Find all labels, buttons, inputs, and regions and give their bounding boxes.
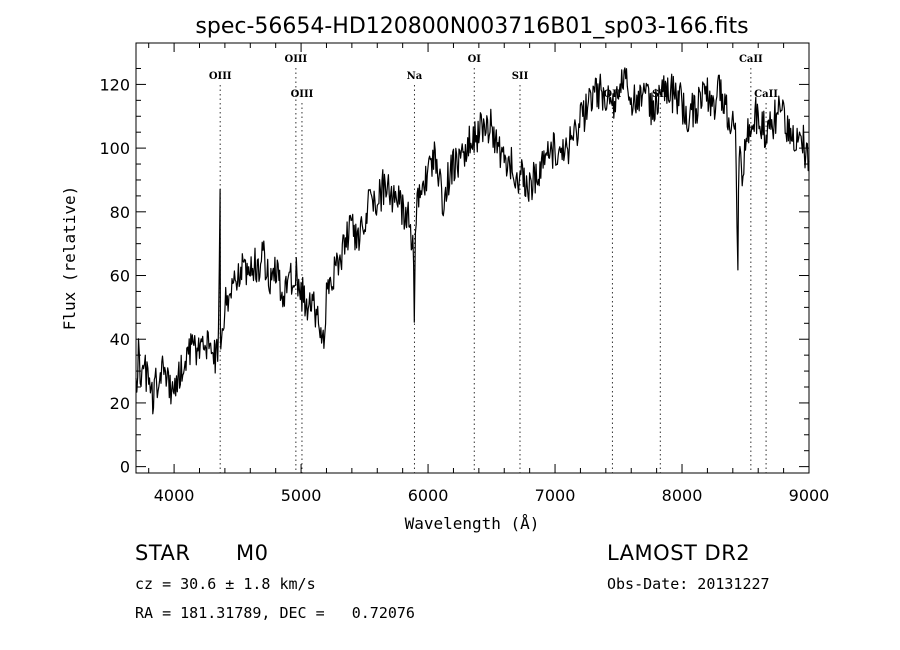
spectral-line-label: OI [468,54,482,65]
object-class: STAR [135,541,191,565]
flux-spectrum-line [135,67,810,415]
x-tick-label: 7000 [535,486,576,505]
spectral-line-label: CaII [754,89,778,100]
obs-date-text: Obs-Date: 20131227 [607,575,770,593]
x-tick-label: 4000 [154,486,195,505]
spectral-line-label: OIII [291,89,314,100]
y-tick-label: 100 [99,139,130,158]
spectral-line-label: Na [407,71,423,82]
spectral-line-label: CaII [739,54,763,65]
y-tick-label: 0 [120,458,130,477]
spectral-line-label: OIII [284,54,307,65]
object-subclass: M0 [236,541,269,565]
y-tick-label: 40 [110,330,130,349]
y-axis: 0 20 40 60 80 100 120 [99,67,809,477]
y-axis-label: Flux (relative) [60,186,79,331]
chart-title: spec-56654-HD120800N003716B01_sp03-166.f… [195,14,748,39]
x-tick-label: 9000 [789,486,830,505]
y-tick-label: 60 [110,267,130,286]
redshift-text: cz = 30.6 ± 1.8 km/s [135,575,316,593]
y-tick-label: 80 [110,203,130,222]
coordinates-text: RA = 181.31789, DEC = 0.72076 [135,604,415,622]
y-tick-label: 20 [110,394,130,413]
spectral-line-label: SII [512,71,529,82]
x-axis-label: Wavelength (Å) [405,514,540,533]
spectral-line-label: OIII [209,71,232,82]
y-tick-label: 120 [99,75,130,94]
plot-frame [135,42,810,474]
x-tick-label: 8000 [662,486,703,505]
x-tick-label: 6000 [408,486,449,505]
survey-name: LAMOST DR2 [607,541,751,565]
x-tick-label: 5000 [281,486,322,505]
x-axis: 4000 5000 6000 7000 8000 9000 [148,43,830,505]
